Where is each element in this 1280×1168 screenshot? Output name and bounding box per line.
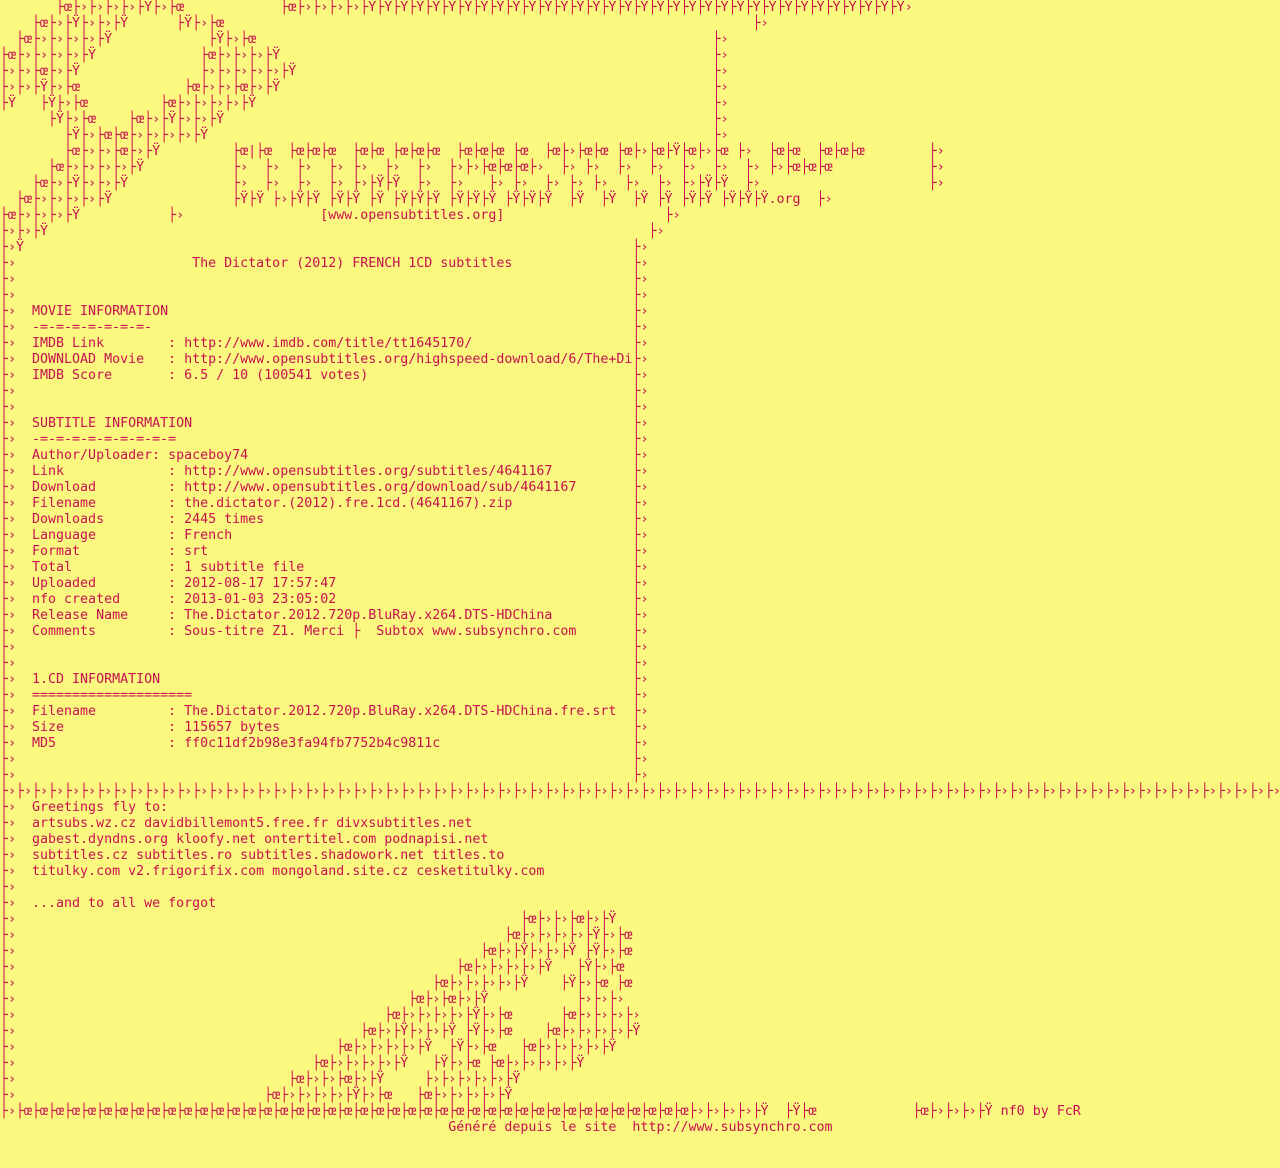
nfo-document: ├œ├›├›├›├›├Ÿ├›├œ ├œ├›├›├›├›├Ÿ├Ÿ├Ÿ├Ÿ├Ÿ├Ÿ├… (0, 0, 1280, 1136)
